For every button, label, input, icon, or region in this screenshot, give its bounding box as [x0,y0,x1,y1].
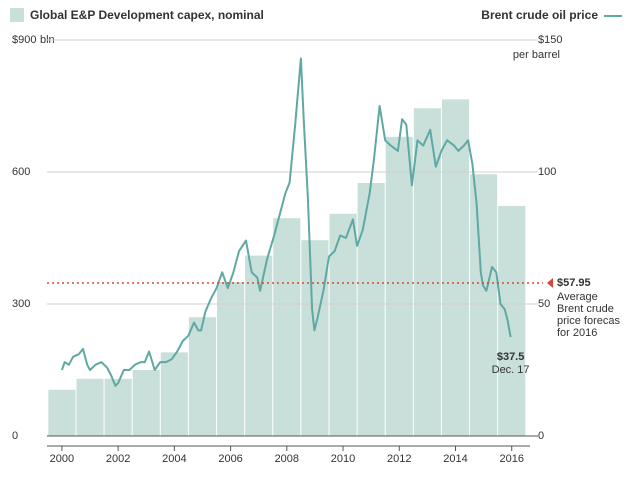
bar [357,183,385,436]
reference-label: $57.95 [557,277,591,289]
x-tick-label: 2010 [331,453,355,465]
bar [470,174,498,436]
line [60,57,512,387]
x-tick-label: 2004 [162,453,186,465]
x-tick-label: 2006 [218,453,242,465]
bar [273,218,301,436]
reference-note: Brent crude [557,303,614,315]
y2-tick-label: $150 [538,34,562,46]
bar [385,136,413,437]
bar [329,213,357,436]
bar [132,370,160,436]
reference-note: price forecas [557,315,620,327]
bar [498,205,526,436]
x-tick-label: 2016 [499,453,523,465]
x-tick-label: 2008 [275,453,299,465]
x-tick-label: 2002 [106,453,130,465]
bar [441,99,470,437]
y-tick-label: $900 [12,34,36,46]
bar [188,317,217,436]
reference-note: Average [557,291,598,303]
y2-unit: per barrel [513,49,560,61]
y-tick-label: 300 [12,298,30,310]
bar [217,282,245,436]
bar [413,108,441,436]
bar [76,378,104,436]
x-tick-label: 2000 [50,453,74,465]
end-label: $37.5 [497,351,525,363]
bar [104,378,132,436]
y2-tick-label: 50 [538,298,550,310]
y-tick-label: 600 [12,166,30,178]
x-tick-label: 2014 [443,453,467,465]
x-tick-label: 2012 [387,453,411,465]
y-tick-label: 0 [12,430,18,442]
y2-tick-label: 100 [538,166,556,178]
legend-label: Brent crude oil price [481,8,598,22]
reference-marker [547,278,553,289]
bar [301,240,329,436]
legend-label: Global E&P Development capex, nominal [30,8,264,22]
end-date: Dec. 17 [492,364,530,376]
bar [48,389,76,436]
bar [160,352,188,436]
reference-note: for 2016 [557,327,597,339]
legend-swatch-bar [10,8,24,22]
y2-tick-label: 0 [538,430,544,442]
